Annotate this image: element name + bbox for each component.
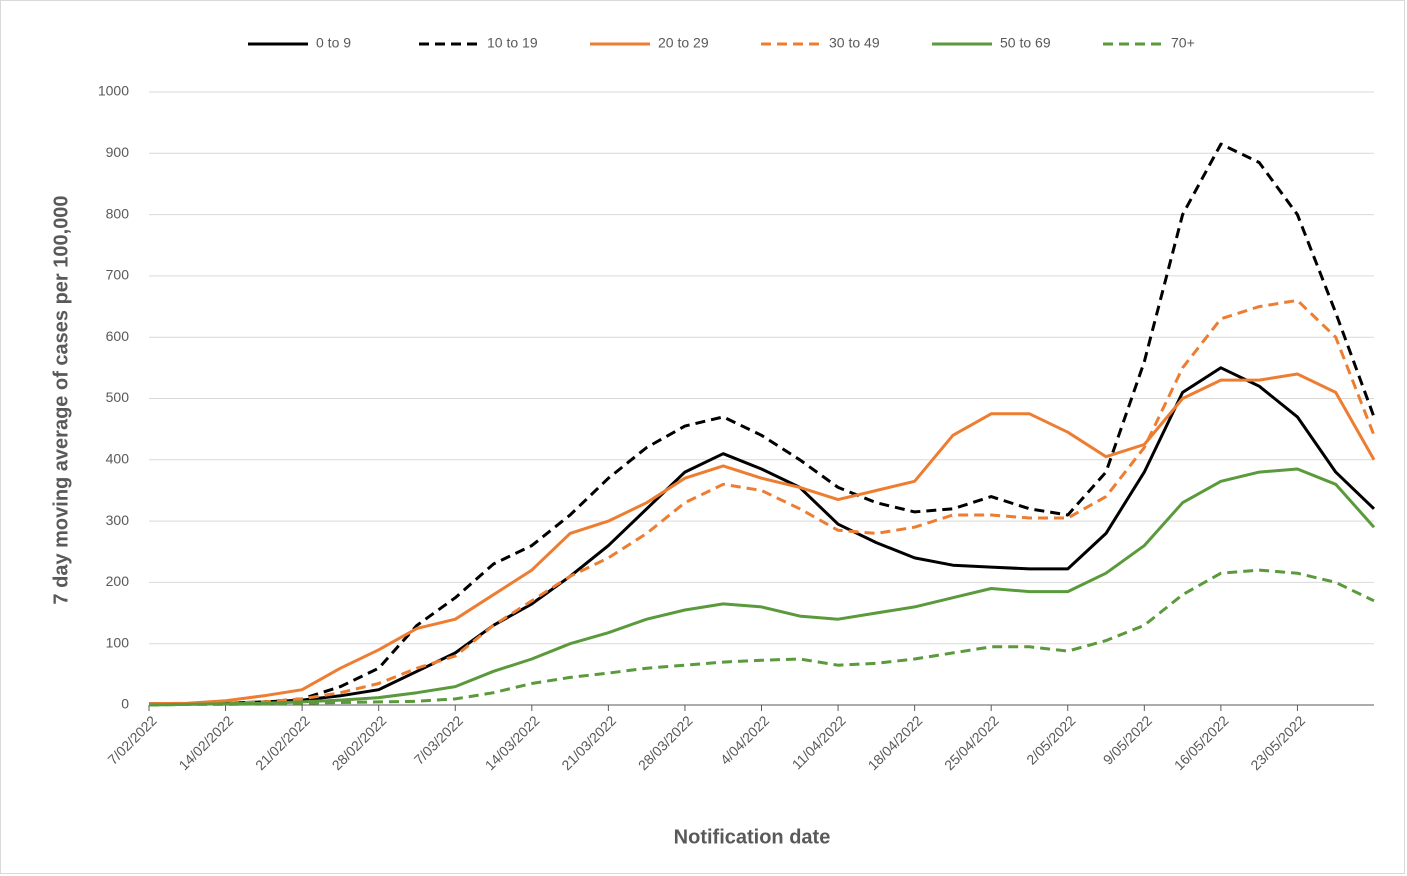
- y-tick-label: 300: [106, 512, 130, 528]
- legend-label: 30 to 49: [829, 35, 880, 51]
- x-axis-title: Notification date: [674, 826, 831, 848]
- legend-label: 70+: [1171, 35, 1195, 51]
- y-tick-label: 400: [106, 451, 130, 467]
- y-tick-label: 500: [106, 389, 130, 405]
- series-line: [148, 372, 1376, 706]
- y-tick-label: 200: [106, 573, 130, 589]
- series-line: [148, 467, 1376, 707]
- series-line: [148, 298, 1376, 707]
- legend-label: 50 to 69: [1000, 35, 1051, 51]
- series-line: [148, 568, 1375, 707]
- y-tick-label: 700: [106, 267, 130, 283]
- y-axis-title: 7 day moving average of cases per 100,00…: [50, 195, 72, 604]
- legend-label: 20 to 29: [658, 35, 709, 51]
- legend-label: 10 to 19: [487, 35, 538, 51]
- y-tick-label: 1000: [98, 83, 129, 99]
- legend-label: 0 to 9: [316, 35, 351, 51]
- y-tick-label: 800: [106, 205, 130, 221]
- series-line: [149, 366, 1376, 706]
- y-tick-label: 900: [106, 144, 130, 160]
- y-tick-label: 0: [121, 696, 129, 712]
- y-tick-label: 600: [106, 328, 130, 344]
- series-line: [148, 142, 1376, 707]
- y-tick-label: 100: [106, 634, 130, 650]
